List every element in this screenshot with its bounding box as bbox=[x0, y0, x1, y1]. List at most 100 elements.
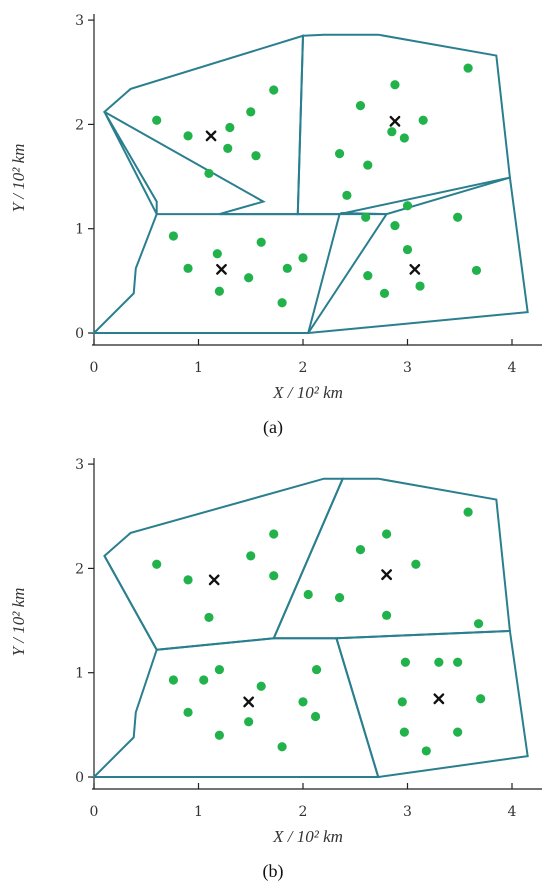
x-tick-label: 4 bbox=[508, 360, 517, 376]
data-point bbox=[183, 131, 193, 141]
region-boundary-3 bbox=[91, 212, 389, 334]
y-tick-label: 2 bbox=[75, 117, 84, 133]
data-point bbox=[269, 85, 279, 95]
region-boundary-5 bbox=[103, 555, 158, 651]
data-point bbox=[212, 249, 222, 259]
data-point bbox=[463, 507, 473, 517]
data-point bbox=[402, 201, 413, 211]
y-tick-label: 3 bbox=[75, 457, 84, 473]
data-point bbox=[277, 742, 287, 752]
data-point bbox=[168, 231, 179, 241]
data-point bbox=[411, 559, 421, 569]
chart-panel-b: 0 1 2 3 4 0 1 2 3 X / 10² km Y / 10² km (b) bbox=[9, 457, 542, 882]
y-tick-label: 0 bbox=[75, 326, 84, 342]
data-point bbox=[244, 717, 254, 727]
data-point bbox=[246, 551, 256, 561]
data-point bbox=[199, 675, 209, 685]
data-point bbox=[269, 571, 279, 581]
region-boundary-2 bbox=[272, 477, 512, 640]
data-point bbox=[471, 265, 482, 276]
data-point bbox=[183, 575, 193, 585]
data-point bbox=[397, 697, 407, 707]
data-point bbox=[214, 664, 224, 675]
data-point bbox=[246, 107, 256, 117]
data-point bbox=[152, 115, 162, 125]
center-marker bbox=[243, 696, 255, 708]
data-point bbox=[434, 657, 444, 667]
data-point bbox=[453, 657, 463, 667]
data-point bbox=[168, 675, 179, 685]
center-marker bbox=[216, 263, 227, 275]
data-point bbox=[382, 610, 392, 620]
data-point bbox=[476, 694, 486, 704]
y-tick-label: 1 bbox=[75, 222, 84, 238]
data-point bbox=[204, 168, 214, 179]
data-point bbox=[214, 286, 224, 296]
y-tick-label: 3 bbox=[75, 13, 84, 29]
data-point bbox=[363, 160, 373, 170]
x-tick-label: 3 bbox=[403, 804, 412, 820]
data-point bbox=[214, 730, 224, 740]
data-point bbox=[204, 612, 214, 623]
x-tick-label: 1 bbox=[194, 804, 203, 820]
data-point bbox=[223, 143, 233, 153]
data-point bbox=[310, 711, 321, 722]
data-point bbox=[361, 212, 371, 222]
region-boundary-3 bbox=[91, 637, 380, 778]
x-tick-label: 2 bbox=[299, 804, 308, 820]
data-point bbox=[183, 707, 193, 717]
data-point bbox=[390, 80, 400, 90]
region-boundary-5 bbox=[103, 111, 158, 215]
data-point bbox=[303, 589, 313, 600]
region-boundary-1 bbox=[102, 34, 305, 216]
y-tick-label: 2 bbox=[75, 561, 84, 577]
data-point bbox=[382, 529, 392, 539]
data-point bbox=[298, 253, 308, 263]
panel-label: (b) bbox=[263, 861, 284, 882]
data-point bbox=[269, 529, 279, 539]
data-point bbox=[311, 664, 322, 675]
data-point bbox=[400, 657, 411, 667]
data-point bbox=[355, 545, 366, 555]
x-axis-label: X / 10² km bbox=[272, 827, 343, 846]
data-point bbox=[379, 288, 390, 298]
data-point bbox=[355, 101, 366, 111]
data-point bbox=[399, 133, 409, 143]
center-marker bbox=[409, 263, 421, 275]
data-point bbox=[402, 244, 413, 255]
data-point bbox=[453, 727, 463, 737]
data-point bbox=[183, 263, 193, 273]
panel-label: (a) bbox=[263, 417, 283, 438]
x-axis-label: X / 10² km bbox=[272, 383, 343, 402]
y-tick-label: 0 bbox=[75, 770, 84, 786]
center-marker bbox=[433, 693, 445, 705]
data-point bbox=[342, 190, 352, 200]
data-point bbox=[256, 237, 266, 247]
data-point bbox=[399, 727, 409, 737]
data-point bbox=[463, 63, 473, 73]
region-boundary-2 bbox=[296, 33, 511, 216]
y-axis-label: Y / 10² km bbox=[9, 588, 28, 657]
x-tick-label: 2 bbox=[299, 360, 308, 376]
chart-panel-a: 0 1 2 3 4 0 1 2 3 X / 10² km Y / 10² km (a) bbox=[9, 13, 542, 438]
data-point bbox=[390, 220, 400, 231]
data-point bbox=[152, 559, 162, 569]
x-tick-label: 1 bbox=[194, 360, 203, 376]
data-point bbox=[334, 149, 345, 159]
data-point bbox=[334, 593, 345, 603]
data-point bbox=[415, 281, 425, 291]
center-marker bbox=[389, 115, 401, 127]
center-marker bbox=[208, 574, 220, 586]
data-point bbox=[256, 681, 266, 691]
data-point bbox=[363, 271, 373, 281]
x-tick-label: 3 bbox=[403, 360, 412, 376]
region-boundary-4 bbox=[335, 629, 529, 779]
data-point bbox=[225, 122, 235, 133]
data-point bbox=[421, 746, 431, 756]
y-axis-label: Y / 10² km bbox=[9, 144, 28, 213]
data-point bbox=[277, 298, 287, 308]
data-point bbox=[251, 151, 261, 161]
center-marker bbox=[205, 130, 217, 142]
data-point bbox=[282, 263, 292, 273]
data-point bbox=[418, 115, 428, 125]
